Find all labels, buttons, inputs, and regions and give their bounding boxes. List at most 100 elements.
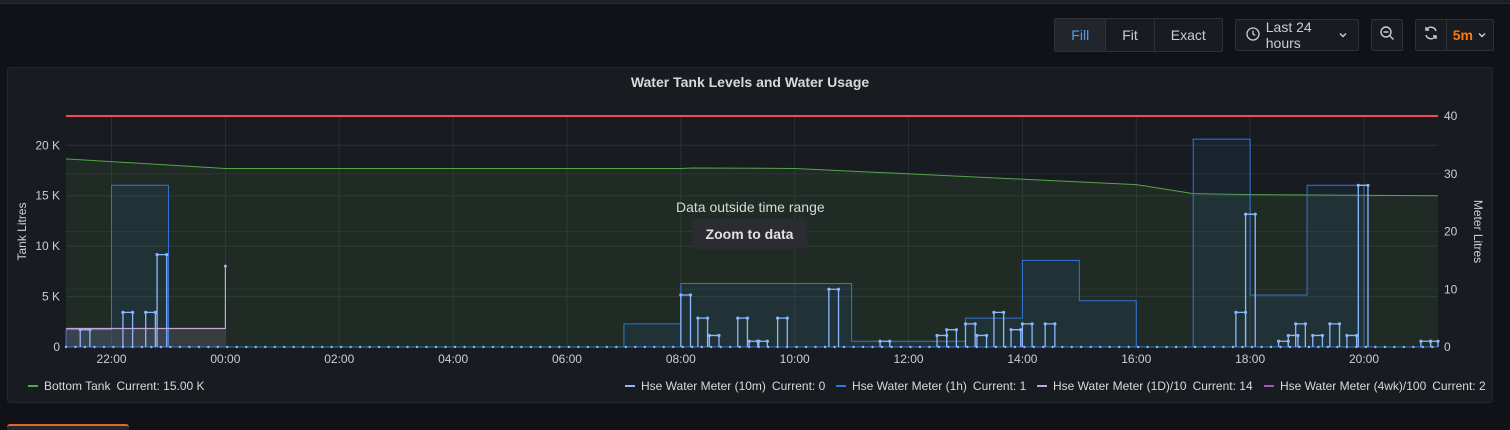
ten-min-zero-point bbox=[804, 345, 808, 349]
ten-min-point bbox=[679, 293, 683, 297]
y-tick-label: 20 K bbox=[35, 138, 60, 152]
ten-min-zero-point bbox=[169, 345, 172, 349]
zoom-out-icon bbox=[1379, 25, 1395, 46]
ten-min-pulse bbox=[145, 311, 157, 347]
legend-item-meter-4wk[interactable]: Hse Water Meter (4wk)/100 Current: 2 bbox=[1264, 379, 1486, 393]
ten-min-point bbox=[1303, 322, 1307, 326]
ten-min-point bbox=[736, 316, 740, 320]
ten-min-zero-point bbox=[1099, 345, 1102, 349]
ten-min-point bbox=[165, 253, 169, 257]
ten-min-point bbox=[1053, 322, 1057, 326]
ten-min-zero-point bbox=[1174, 345, 1178, 349]
x-tick-label: 06:00 bbox=[552, 352, 582, 366]
ten-min-zero-point bbox=[757, 345, 760, 349]
ten-min-zero-point bbox=[909, 345, 912, 349]
ten-min-zero-point bbox=[880, 345, 884, 349]
ten-min-point bbox=[1243, 212, 1248, 216]
ten-min-point bbox=[747, 339, 751, 343]
exact-button[interactable]: Exact bbox=[1170, 27, 1206, 43]
ten-min-zero-point bbox=[605, 345, 609, 349]
x-tick-label: 02:00 bbox=[324, 352, 354, 366]
ten-min-pulse bbox=[680, 294, 692, 347]
ten-min-zero-point bbox=[1023, 345, 1026, 349]
ten-min-zero-point bbox=[491, 345, 495, 349]
ten-min-zero-point bbox=[776, 345, 779, 349]
ten-min-zero-point bbox=[415, 345, 419, 349]
x-tick-label: 14:00 bbox=[1007, 352, 1037, 366]
legend-value: Current: 14 bbox=[1192, 379, 1253, 393]
ten-min-zero-point bbox=[64, 345, 68, 349]
ten-min-zero-point bbox=[453, 345, 457, 349]
ten-min-pulse bbox=[1329, 323, 1341, 347]
ten-min-point bbox=[785, 316, 789, 320]
ten-min-zero-point bbox=[178, 345, 182, 349]
tank-area bbox=[66, 158, 1438, 347]
ten-min-pulse bbox=[1021, 323, 1033, 347]
ten-min-point bbox=[827, 287, 831, 291]
ten-min-point bbox=[1009, 328, 1013, 332]
ten-min-zero-point bbox=[482, 345, 485, 349]
ten-min-pulse bbox=[708, 334, 720, 347]
data-outside-range-message: Data outside time range bbox=[676, 199, 825, 215]
ten-min-point bbox=[935, 333, 939, 338]
ten-min-point bbox=[756, 339, 760, 343]
ten-min-pulse bbox=[976, 334, 988, 347]
fill-button[interactable]: Fill bbox=[1055, 19, 1107, 51]
ten-min-zero-point bbox=[131, 345, 134, 349]
fit-button[interactable]: Fit bbox=[1106, 19, 1155, 51]
ten-min-zero-point bbox=[672, 345, 675, 349]
y2-tick-label: 30 bbox=[1444, 167, 1458, 181]
legend-label: Hse Water Meter (4wk)/100 bbox=[1280, 379, 1427, 393]
ten-min-zero-point bbox=[1260, 345, 1263, 349]
ten-min-zero-point bbox=[548, 345, 552, 349]
ten-min-point bbox=[888, 339, 892, 343]
ten-min-zero-point bbox=[1393, 345, 1396, 349]
ten-min-zero-point bbox=[121, 345, 125, 349]
ten-min-pulse bbox=[828, 288, 840, 347]
ten-min-pulse bbox=[964, 323, 976, 347]
time-range-picker[interactable]: Last 24 hours bbox=[1234, 19, 1359, 51]
legend-label: Bottom Tank bbox=[44, 379, 111, 393]
ten-min-point bbox=[836, 287, 841, 291]
ten-min-point bbox=[973, 322, 977, 326]
ten-min-point bbox=[1354, 333, 1359, 338]
top-border bbox=[0, 0, 1510, 4]
ten-min-zero-point bbox=[937, 345, 941, 349]
ten-min-zero-point bbox=[1298, 345, 1301, 349]
ten-min-zero-point bbox=[1250, 345, 1254, 349]
ten-min-zero-point bbox=[1364, 345, 1368, 349]
legend-item-meter-1d[interactable]: Hse Water Meter (1D)/10 Current: 14 bbox=[1037, 379, 1253, 393]
ten-min-zero-point bbox=[1203, 345, 1206, 349]
ten-min-zero-point bbox=[1374, 345, 1377, 349]
ten-min-zero-point bbox=[1279, 345, 1282, 349]
legend-item-meter-10m[interactable]: Hse Water Meter (10m) Current: 0 bbox=[625, 379, 825, 393]
ten-min-zero-point bbox=[928, 345, 931, 349]
refresh-button[interactable] bbox=[1414, 19, 1447, 51]
ten-min-zero-point bbox=[83, 345, 87, 349]
y-axis-label: Tank Litres bbox=[15, 202, 29, 260]
ten-min-point bbox=[1002, 310, 1006, 314]
zoom-to-data-button[interactable]: Zoom to data bbox=[692, 219, 807, 249]
ten-min-zero-point bbox=[577, 345, 580, 349]
legend-item-meter-1h[interactable]: Hse Water Meter (1h) Current: 1 bbox=[836, 379, 1026, 393]
refresh-interval-dropdown[interactable]: 5m bbox=[1446, 19, 1494, 51]
ten-min-zero-point bbox=[102, 345, 106, 349]
ten-min-point bbox=[1356, 183, 1360, 187]
ten-min-zero-point bbox=[197, 345, 201, 349]
ten-min-zero-point bbox=[1127, 345, 1130, 349]
zoom-out-button[interactable] bbox=[1370, 19, 1403, 51]
ten-min-point bbox=[1337, 322, 1342, 326]
y-tick-label: 15 K bbox=[35, 189, 60, 203]
ten-min-zero-point bbox=[842, 345, 846, 349]
y-tick-label: 5 K bbox=[42, 290, 60, 304]
x-tick-label: 20:00 bbox=[1349, 352, 1379, 366]
ten-min-zero-point bbox=[1013, 345, 1017, 349]
legend-swatch bbox=[836, 385, 846, 387]
panel-title[interactable]: Water Tank Levels and Water Usage bbox=[630, 74, 870, 90]
daily-series-line bbox=[66, 266, 227, 330]
ten-min-pulse bbox=[1429, 340, 1439, 347]
legend-item-bottom-tank[interactable]: Bottom Tank Current: 15.00 K bbox=[28, 379, 205, 393]
ten-min-zero-point bbox=[994, 345, 998, 349]
ten-min-zero-point bbox=[1117, 345, 1121, 349]
